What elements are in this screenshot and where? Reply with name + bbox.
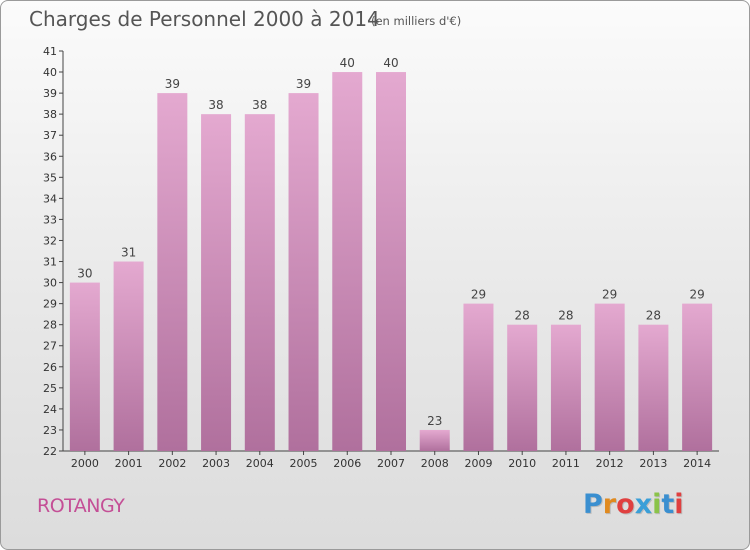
x-tick-label: 2012 — [596, 457, 624, 470]
bar-2007 — [376, 72, 406, 451]
logo-letter: i — [674, 489, 684, 520]
y-tick-label: 34 — [43, 192, 57, 205]
chart-title: Charges de Personnel 2000 à 2014 — [29, 7, 380, 31]
y-tick-label: 39 — [43, 87, 57, 100]
chart-bars — [69, 72, 713, 452]
y-tick-label: 25 — [43, 382, 57, 395]
y-tick-label: 24 — [43, 403, 57, 416]
y-tick-label: 40 — [43, 66, 57, 79]
value-label-2003: 38 — [208, 98, 223, 112]
x-tick-label: 2014 — [683, 457, 711, 470]
chart-axes: 22 23 24 25 26 27 28 29 30 31 32 33 34 35 36 37 38 39 40 41… — [43, 45, 719, 470]
bar-2001 — [113, 261, 144, 451]
x-tick-label: 2011 — [552, 457, 580, 470]
y-tick-label: 32 — [43, 234, 57, 247]
value-label-2007: 40 — [383, 56, 398, 70]
x-tick-label: 2007 — [377, 457, 405, 470]
value-label-2012: 29 — [602, 288, 617, 302]
logo-letter: t — [661, 489, 675, 520]
value-label-2014: 29 — [689, 288, 704, 302]
logo-letter: x — [634, 489, 653, 520]
bar-2008 — [419, 429, 450, 451]
value-label-2008: 23 — [427, 414, 442, 428]
proxiti-logo: Proxiti — [583, 489, 684, 520]
x-tick-label: 2010 — [508, 457, 536, 470]
x-tick-label: 2006 — [333, 457, 361, 470]
chart-value-labels: 30 31 39 38 38 39 40 40 23 29 28 28 29 28 29 — [77, 56, 705, 428]
x-tick-label: 2008 — [421, 457, 449, 470]
y-tick-label: 38 — [43, 108, 57, 121]
logo-letter: o — [616, 489, 635, 520]
x-tick-label: 2013 — [639, 457, 667, 470]
y-tick-label: 28 — [43, 319, 57, 332]
y-tick-label: 26 — [43, 361, 57, 374]
bar-2004 — [244, 114, 275, 451]
y-tick-label: 27 — [43, 340, 57, 353]
value-label-2006: 40 — [340, 56, 355, 70]
y-tick-label: 37 — [43, 129, 57, 142]
bar-2011 — [550, 324, 581, 451]
y-tick-label: 41 — [43, 45, 57, 58]
x-tick-label: 2009 — [464, 457, 492, 470]
bar-2014 — [682, 303, 713, 451]
value-label-2011: 28 — [558, 309, 573, 323]
bar-2009 — [463, 303, 494, 451]
bar-2010 — [507, 324, 538, 451]
logo-letter: P — [583, 489, 603, 520]
value-label-2010: 28 — [515, 309, 530, 323]
value-label-2002: 39 — [165, 77, 180, 91]
place-name: ROTANGY — [37, 495, 125, 517]
x-tick-label: 2004 — [246, 457, 274, 470]
value-label-2005: 39 — [296, 77, 311, 91]
y-tick-label: 23 — [43, 424, 57, 437]
x-tick-label: 2005 — [290, 457, 318, 470]
x-tick-label: 2000 — [71, 457, 99, 470]
logo-letter: i — [652, 489, 662, 520]
value-label-2000: 30 — [77, 267, 92, 281]
y-tick-label: 35 — [43, 171, 57, 184]
bar-2012 — [594, 303, 625, 451]
y-tick-label: 29 — [43, 298, 57, 311]
value-label-2009: 29 — [471, 288, 486, 302]
y-tick-label: 36 — [43, 150, 57, 163]
value-label-2013: 28 — [646, 309, 661, 323]
bar-2005 — [288, 93, 319, 452]
bar-2000 — [69, 282, 100, 451]
value-label-2004: 38 — [252, 98, 267, 112]
y-tick-label: 30 — [43, 277, 57, 290]
x-tick-label: 2002 — [158, 457, 186, 470]
x-tick-label: 2001 — [115, 457, 143, 470]
x-tick-label: 2003 — [202, 457, 230, 470]
bar-2006 — [332, 72, 363, 451]
y-tick-label: 33 — [43, 213, 57, 226]
logo-letter: r — [602, 489, 617, 520]
y-tick-label: 31 — [43, 256, 57, 269]
bar-2013 — [638, 324, 669, 451]
bar-2002 — [157, 93, 188, 452]
value-label-2001: 31 — [121, 246, 136, 260]
bar-2003 — [201, 114, 232, 451]
y-tick-label: 22 — [43, 445, 57, 458]
chart-subtitle: (en milliers d'€) — [371, 14, 462, 28]
